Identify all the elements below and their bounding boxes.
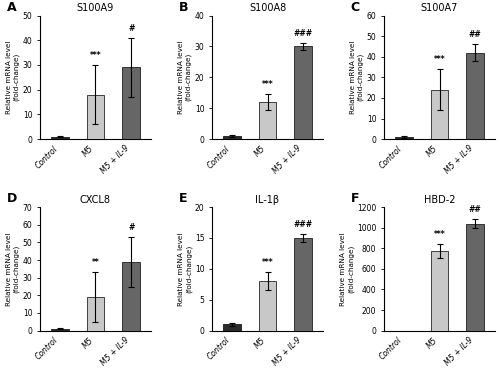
Text: ***: *** xyxy=(434,55,446,64)
Bar xyxy=(50,329,68,331)
Text: ***: *** xyxy=(262,81,274,89)
Text: A: A xyxy=(6,1,16,14)
Text: ###: ### xyxy=(294,220,313,230)
Text: ***: *** xyxy=(262,258,274,267)
Text: #: # xyxy=(128,24,134,33)
Text: F: F xyxy=(350,192,359,205)
Bar xyxy=(294,46,312,139)
Y-axis label: Relative mRNA level
(fold-change): Relative mRNA level (fold-change) xyxy=(6,232,20,305)
Y-axis label: Relative mRNA level
(fold-change): Relative mRNA level (fold-change) xyxy=(350,41,364,114)
Title: S100A9: S100A9 xyxy=(77,4,114,13)
Text: #: # xyxy=(128,223,134,232)
Bar xyxy=(258,281,276,331)
Bar xyxy=(430,90,448,139)
Text: ***: *** xyxy=(434,230,446,239)
Y-axis label: Relative mRNA level
(fold-change): Relative mRNA level (fold-change) xyxy=(178,232,192,305)
Y-axis label: Relative mRNA level
(fold-change): Relative mRNA level (fold-change) xyxy=(178,41,192,114)
Text: C: C xyxy=(350,1,360,14)
Title: S100A8: S100A8 xyxy=(249,4,286,13)
Text: D: D xyxy=(6,192,17,205)
Text: ##: ## xyxy=(469,205,482,214)
Text: E: E xyxy=(178,192,187,205)
Text: ###: ### xyxy=(294,29,313,38)
Text: ##: ## xyxy=(469,30,482,39)
Bar xyxy=(430,251,448,331)
Bar xyxy=(294,238,312,331)
Bar xyxy=(258,102,276,139)
Bar xyxy=(122,262,140,331)
Text: B: B xyxy=(178,1,188,14)
Title: HBD-2: HBD-2 xyxy=(424,195,456,205)
Bar xyxy=(395,137,412,139)
Bar xyxy=(466,224,484,331)
Title: CXCL8: CXCL8 xyxy=(80,195,111,205)
Bar xyxy=(223,324,240,331)
Bar xyxy=(50,137,68,139)
Bar xyxy=(223,136,240,139)
Y-axis label: Relative mRNA level
(fold-change): Relative mRNA level (fold-change) xyxy=(6,41,20,114)
Text: **: ** xyxy=(92,258,100,268)
Bar xyxy=(122,67,140,139)
Y-axis label: Relative mRNA level
(fold-change): Relative mRNA level (fold-change) xyxy=(340,232,354,305)
Title: S100A7: S100A7 xyxy=(421,4,458,13)
Text: ***: *** xyxy=(90,51,102,60)
Bar xyxy=(466,53,484,139)
Bar xyxy=(86,95,104,139)
Bar xyxy=(86,297,104,331)
Title: IL-1β: IL-1β xyxy=(256,195,280,205)
